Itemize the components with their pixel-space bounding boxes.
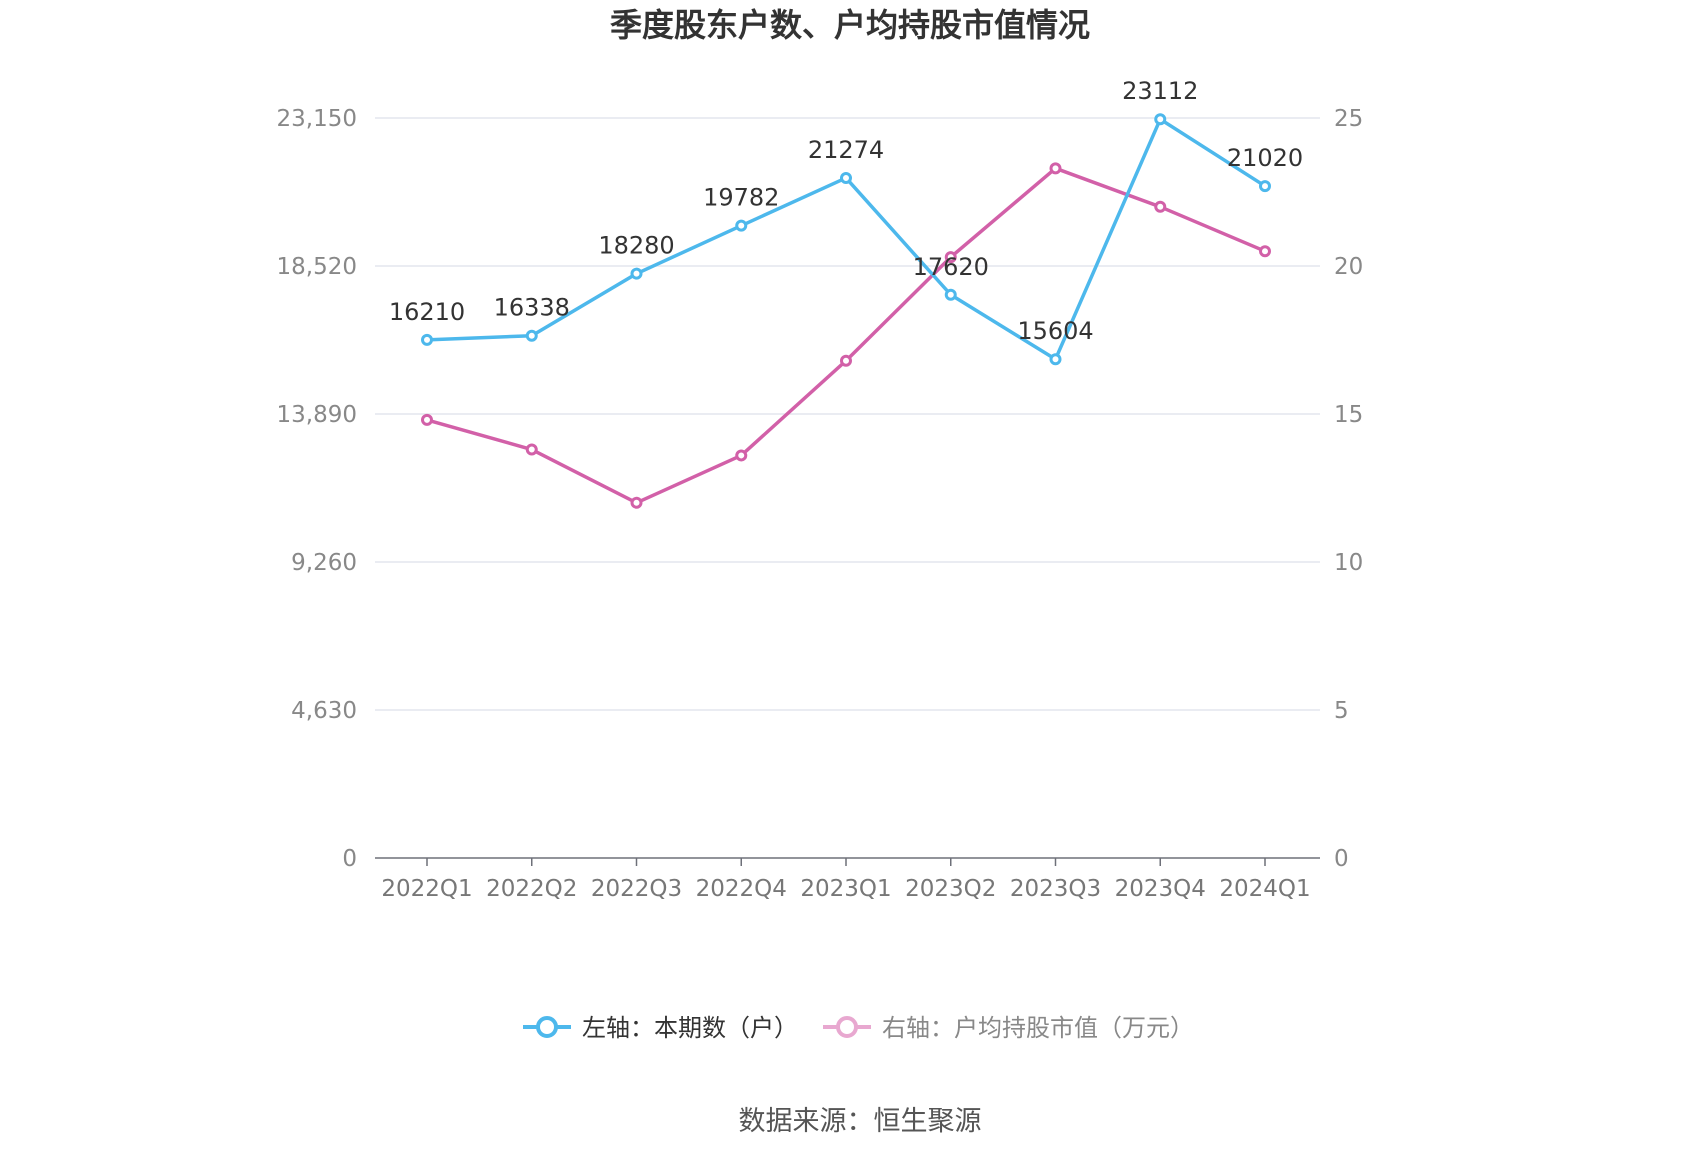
data-label: 21274 <box>808 136 884 164</box>
data-point[interactable] <box>525 443 538 456</box>
data-point[interactable] <box>735 219 748 232</box>
data-point[interactable] <box>630 496 643 509</box>
right-tick-label: 15 <box>1334 402 1363 428</box>
x-tick-label: 2023Q4 <box>1115 876 1206 902</box>
left-tick-label: 23,150 <box>277 106 357 132</box>
data-point[interactable] <box>735 449 748 462</box>
data-label: 15604 <box>1017 317 1093 345</box>
data-point[interactable] <box>840 354 852 367</box>
x-tick-label: 2024Q1 <box>1219 876 1310 902</box>
data-label: 16210 <box>389 298 465 326</box>
series-line-avg-market-value <box>426 166 1266 505</box>
legend-label-right-series: 右轴：户均持股市值（万元） <box>882 1014 1194 1042</box>
data-label: 19782 <box>703 184 779 212</box>
left-tick-label: 9,260 <box>291 550 357 576</box>
data-point[interactable] <box>1154 200 1167 213</box>
x-tick-label: 2022Q3 <box>591 876 682 902</box>
right-tick-label: 25 <box>1334 106 1363 132</box>
legend-label-left-series: 左轴：本期数（户） <box>582 1014 798 1042</box>
data-point[interactable] <box>1259 180 1271 193</box>
data-label: 21020 <box>1227 144 1303 172</box>
data-label: 18280 <box>598 232 674 260</box>
legend-item-left-series[interactable]: 左轴：本期数（户） <box>523 1014 798 1042</box>
chart-title: 季度股东户数、户均持股市值情况 <box>610 6 1090 44</box>
left-tick-label: 13,890 <box>277 402 357 428</box>
legend-item-right-series[interactable]: 右轴：户均持股市值（万元） <box>823 1014 1194 1042</box>
data-point[interactable] <box>1049 353 1062 366</box>
right-axis: 0 5 10 15 20 25 <box>1334 106 1363 872</box>
right-tick-label: 10 <box>1334 550 1363 576</box>
left-tick-label: 4,630 <box>291 698 357 724</box>
data-point[interactable] <box>944 288 957 301</box>
x-axis: 2022Q1 2022Q2 2022Q3 2022Q4 2023Q1 2023Q2 2023… <box>375 857 1320 902</box>
x-tick-label: 2022Q4 <box>696 876 787 902</box>
left-axis: 0 4,630 9,260 13,890 18,520 23,150 <box>277 106 357 872</box>
grid <box>375 117 1320 711</box>
right-tick-label: 20 <box>1334 254 1363 280</box>
data-point[interactable] <box>840 171 852 184</box>
x-tick-label: 2022Q2 <box>486 876 577 902</box>
data-point[interactable] <box>1049 162 1062 175</box>
data-label: 16338 <box>494 294 570 322</box>
data-point[interactable] <box>944 251 957 264</box>
x-tick-label: 2022Q1 <box>381 876 472 902</box>
x-tick-label: 2023Q2 <box>905 876 996 902</box>
x-tick-label: 2023Q1 <box>800 876 891 902</box>
data-point[interactable] <box>525 329 538 342</box>
legend: 左轴：本期数（户） 右轴：户均持股市值（万元） <box>523 1014 1194 1042</box>
data-point[interactable] <box>421 413 433 426</box>
data-label: 17620 <box>913 253 989 281</box>
x-tick-label: 2023Q3 <box>1010 876 1101 902</box>
source-note: 数据来源：恒生聚源 <box>739 1106 982 1137</box>
data-point[interactable] <box>1259 245 1271 258</box>
right-tick-label: 5 <box>1334 698 1349 724</box>
left-tick-label: 0 <box>342 846 357 872</box>
data-label: 23112 <box>1122 77 1198 105</box>
data-point[interactable] <box>630 267 643 280</box>
series-layer: 16210 16338 18280 19782 21274 17620 15604 23112… <box>389 77 1303 509</box>
right-tick-label: 0 <box>1334 846 1349 872</box>
left-tick-label: 18,520 <box>277 254 357 280</box>
data-point[interactable] <box>421 333 433 346</box>
data-point[interactable] <box>1154 113 1167 126</box>
